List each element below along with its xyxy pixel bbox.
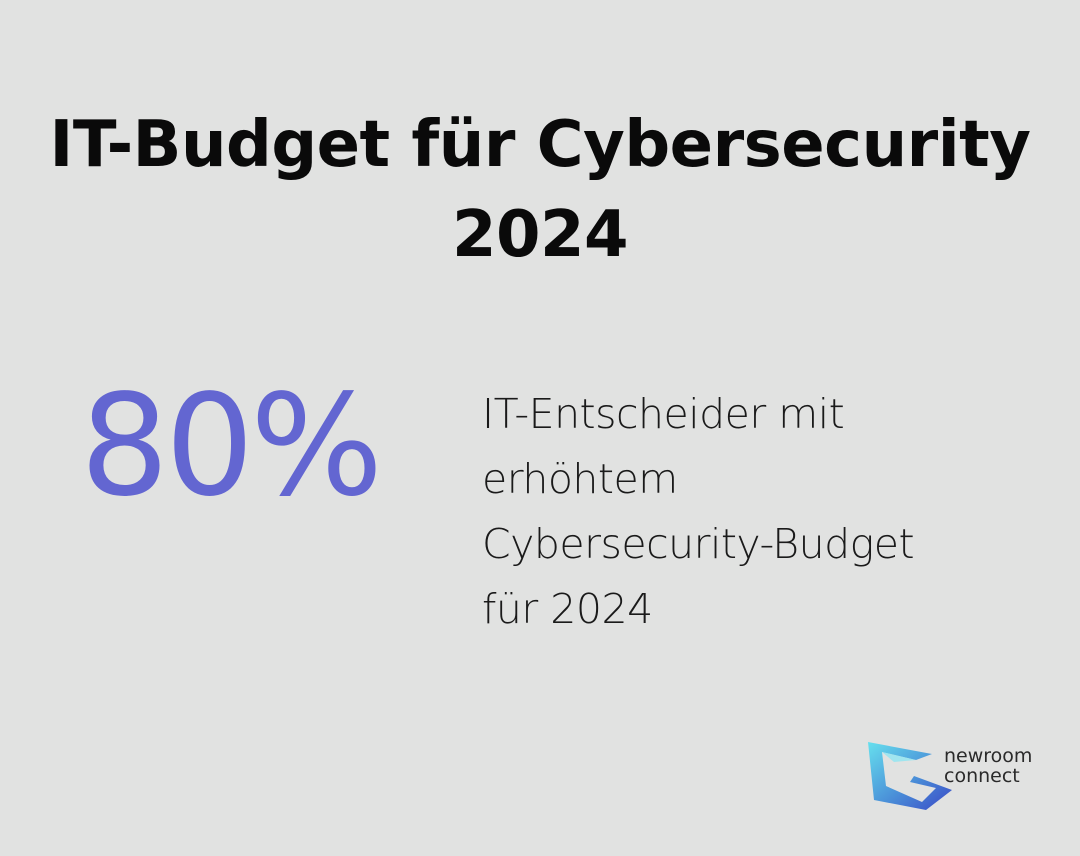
stat-description-line-3: Cybersecurity-Budget (482, 520, 915, 568)
newroom-connect-logo-icon (868, 742, 952, 810)
page-title-line-2: 2024 (451, 198, 629, 272)
brand-name-line-1: newroom (944, 745, 1033, 767)
stat-description-line-1: IT-Entscheider mit (482, 390, 845, 438)
stat-description-line-2: erhöhtem (482, 455, 678, 503)
page-title: IT-Budget für Cybersecurity 2024 (0, 100, 1080, 280)
stat-value: 80% (80, 365, 383, 528)
brand-logo: newroom connect (866, 740, 1046, 812)
brand-name: newroom connect (944, 746, 1032, 786)
stat-description: IT-Entscheider mit erhöhtem Cybersecurit… (482, 382, 1002, 642)
brand-name-line-2: connect (944, 765, 1020, 787)
stat-description-line-4: für 2024 (482, 585, 653, 633)
page-title-line-1: IT-Budget für Cybersecurity (49, 108, 1031, 182)
